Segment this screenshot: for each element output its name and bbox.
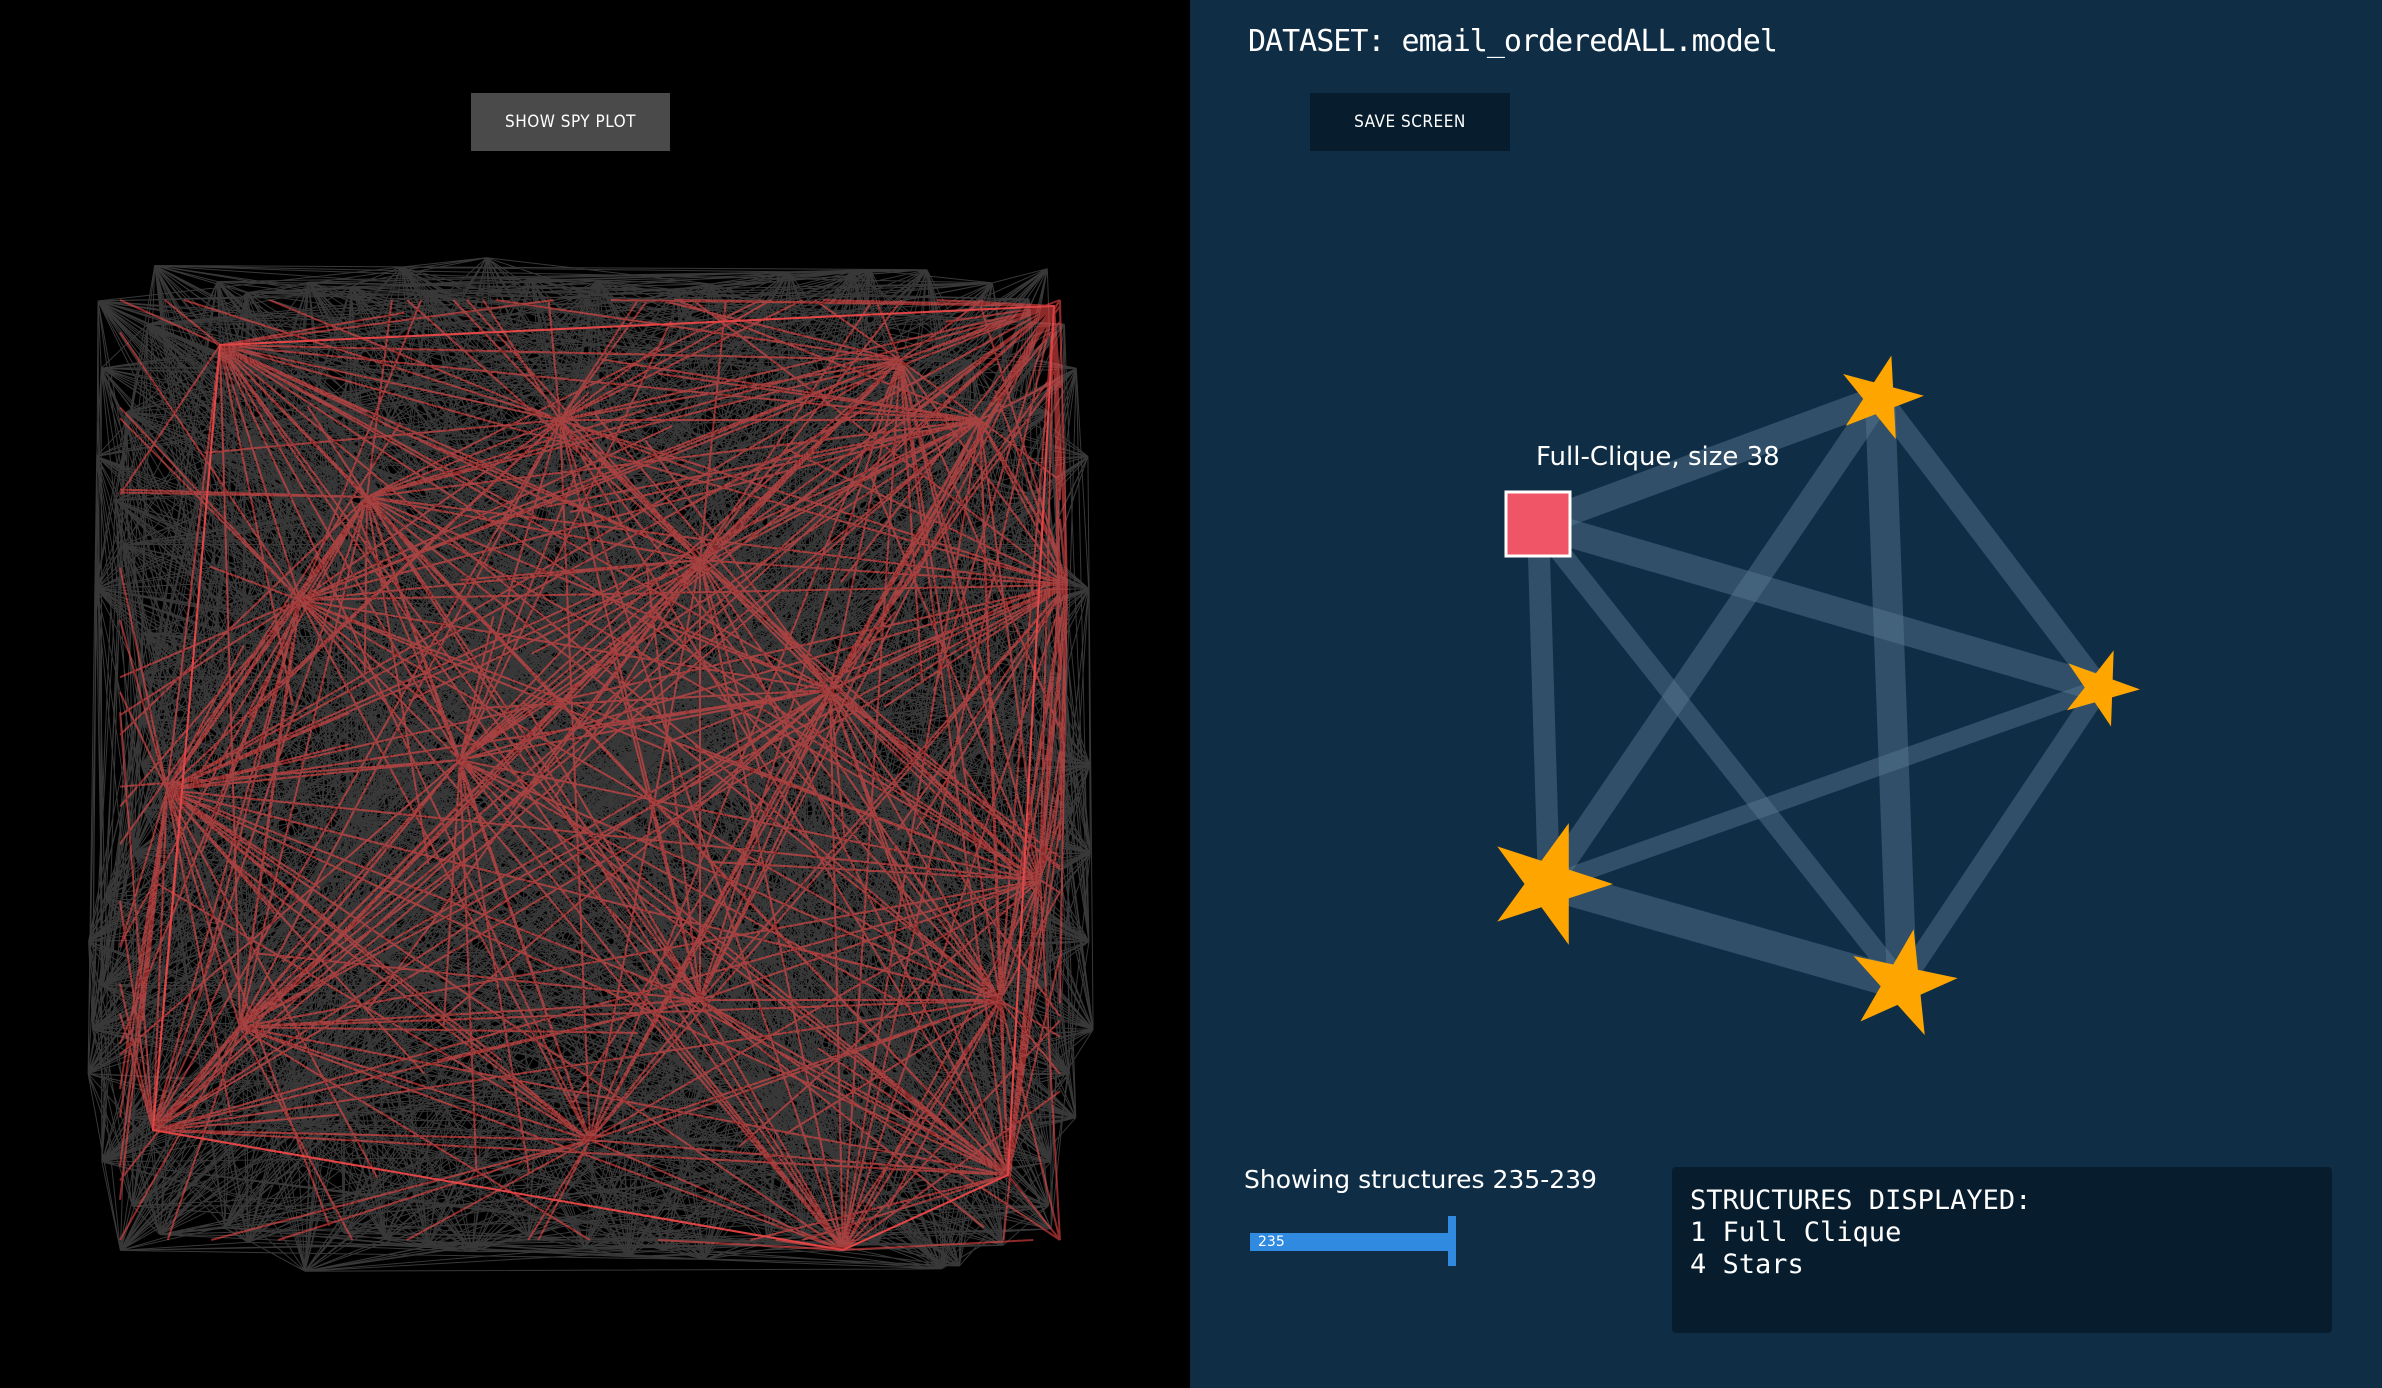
structure-link: [1533, 868, 1918, 1000]
star-icon[interactable]: [1830, 345, 1931, 444]
red-edges: [119, 299, 1068, 1252]
structure-slider-track[interactable]: [1250, 1233, 1450, 1251]
red-clique-outline: [151, 304, 1056, 1252]
graph-visualization[interactable]: [0, 0, 1190, 1388]
clique-label: Full-Clique, size 38: [1536, 442, 1780, 472]
summary-header: STRUCTURES DISPLAYED:: [1690, 1185, 2032, 1216]
dataset-title: DATASET: email_orderedALL.model: [1248, 24, 1778, 59]
structure-link: [1865, 383, 1917, 999]
structure-link: [1892, 678, 2110, 994]
structure-links: [1524, 383, 2114, 1000]
structures-summary-box: STRUCTURES DISPLAYED: 1 Full Clique 4 St…: [1672, 1167, 2332, 1333]
structure-panel: DATASET: email_orderedALL.model SAVE SCR…: [1190, 0, 2382, 1388]
structure-slider-handle[interactable]: [1448, 1216, 1456, 1266]
structure-link: [1537, 386, 1892, 896]
summary-line: 4 Stars: [1690, 1249, 1804, 1280]
show-spy-plot-button[interactable]: SHOW SPY PLOT: [471, 93, 670, 151]
structure-link: [1540, 679, 2109, 893]
star-icon[interactable]: [2053, 637, 2149, 731]
save-screen-button[interactable]: SAVE SCREEN: [1310, 93, 1510, 151]
clique-square-icon[interactable]: [1504, 490, 1572, 558]
structure-link: [1527, 513, 1560, 895]
structure-link: [1525, 385, 1893, 537]
star-icon[interactable]: [1475, 804, 1627, 952]
showing-structures-label: Showing structures 235-239: [1244, 1165, 1597, 1194]
star-icon[interactable]: [1840, 918, 1965, 1039]
structure-graph: [1475, 345, 2149, 1039]
structure-slider-value: 235: [1258, 1234, 1285, 1250]
structure-link: [1524, 510, 2114, 702]
summary-line: 1 Full Clique: [1690, 1217, 1902, 1248]
structure-link: [1528, 514, 1912, 994]
graph-panel: SHOW SPY PLOT: [0, 0, 1190, 1388]
structure-link: [1869, 387, 2111, 699]
